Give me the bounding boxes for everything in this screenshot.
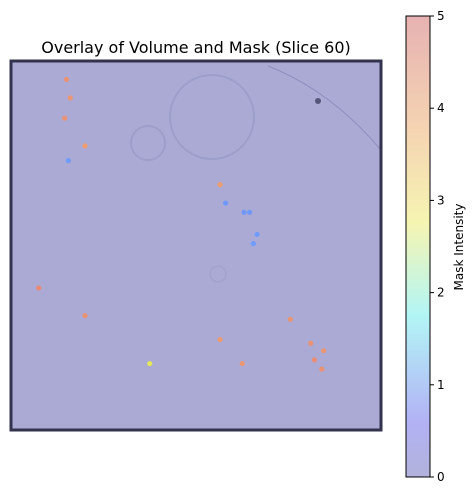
- texture-dark-spot: [315, 98, 321, 104]
- colorbar-ticks: 0 1 2 3 4 5: [430, 9, 445, 484]
- mask-point-7: [241, 209, 247, 215]
- texture-ring-large: [169, 74, 255, 160]
- mask-point-0: [63, 76, 70, 83]
- mask-point-1: [67, 95, 73, 101]
- mask-point-3: [82, 143, 88, 149]
- mask-point-19: [239, 360, 245, 367]
- colorbar-tick-label-2: 2: [437, 286, 445, 300]
- mask-point-6: [223, 200, 229, 206]
- colorbar-tick-label-1: 1: [437, 378, 445, 392]
- mask-point-18: [147, 360, 153, 367]
- texture-ring-small: [130, 125, 166, 161]
- texture-ring-mid: [209, 265, 227, 283]
- chart-title: Overlay of Volume and Mask (Slice 60): [41, 38, 351, 57]
- image-panel: [11, 61, 381, 430]
- mask-point-16: [321, 348, 327, 354]
- mask-point-14: [217, 336, 223, 343]
- colorbar-label: Mask Intensity: [452, 204, 466, 291]
- mask-point-20: [319, 366, 325, 372]
- mask-point-12: [82, 313, 88, 319]
- mask-point-2: [62, 115, 68, 121]
- image-frame: [9, 59, 383, 432]
- mask-point-8: [247, 209, 253, 215]
- mask-point-17: [311, 357, 317, 363]
- colorbar-tick-label-5: 5: [437, 9, 445, 23]
- mask-point-4: [65, 158, 71, 164]
- mask-points-layer: [36, 76, 327, 372]
- volume-background: [11, 61, 381, 430]
- colorbar: [405, 15, 431, 478]
- mask-point-11: [36, 285, 42, 291]
- colorbar-tick-label-3: 3: [437, 193, 445, 207]
- mask-point-9: [254, 231, 260, 238]
- mask-point-10: [250, 241, 256, 247]
- colorbar-tick-label-4: 4: [437, 101, 445, 115]
- texture-curve: [267, 65, 381, 151]
- mask-point-15: [308, 340, 314, 346]
- mask-point-13: [287, 316, 293, 322]
- mask-point-5: [217, 182, 223, 188]
- colorbar-tick-label-0: 0: [437, 470, 445, 484]
